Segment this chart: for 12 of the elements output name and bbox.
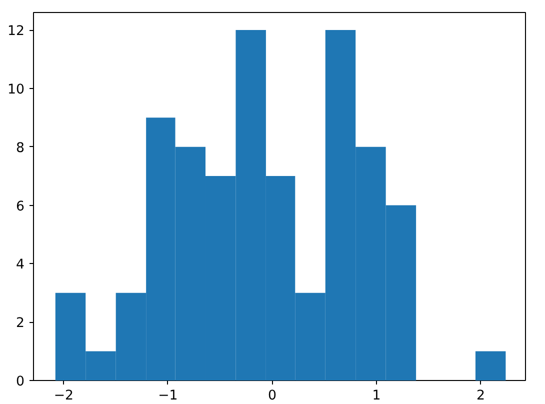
x-tick-label: −2 <box>54 388 74 404</box>
x-tick-label: 0 <box>268 388 276 404</box>
y-tick-label: 2 <box>16 316 25 332</box>
y-tick-label: 12 <box>8 24 25 40</box>
y-tick-label: 0 <box>16 374 25 390</box>
x-tick-label: 1 <box>372 388 381 404</box>
y-tick-label: 4 <box>16 258 25 273</box>
x-tick-label: −1 <box>158 388 178 404</box>
y-tick-label: 6 <box>16 199 25 214</box>
x-tick-label: 2 <box>476 388 485 404</box>
y-tick-label: 10 <box>8 82 25 98</box>
y-tick-label: 8 <box>16 140 25 156</box>
